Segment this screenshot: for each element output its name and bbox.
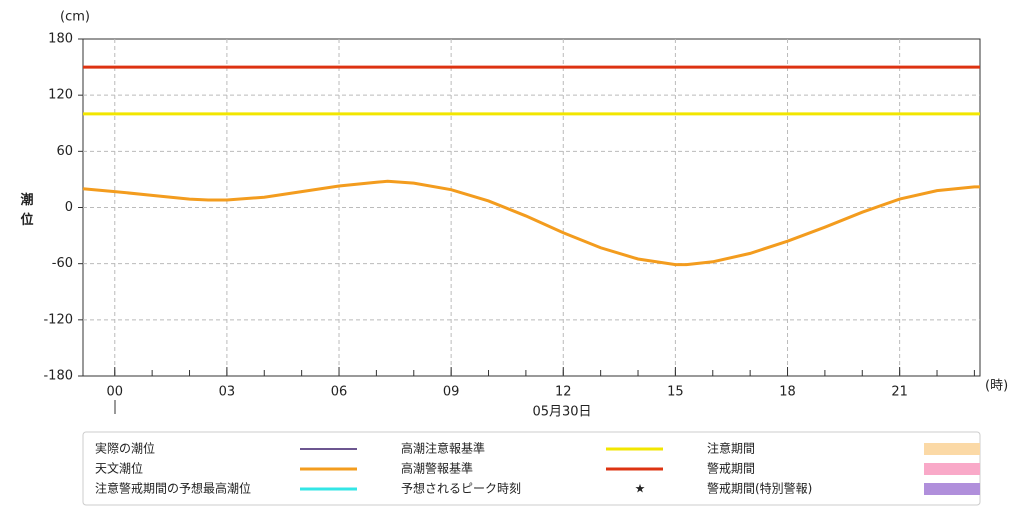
legend-swatch — [924, 443, 980, 455]
y-tick-label: -60 — [52, 256, 73, 271]
x-tick-label: 00 — [106, 385, 123, 400]
y-tick-label: 60 — [56, 144, 73, 159]
legend-label: 実際の潮位 — [95, 441, 155, 456]
legend-label: 天文潮位 — [95, 461, 143, 476]
date-label: 05月30日 — [532, 405, 591, 420]
legend-label: 予想されるピーク時刻 — [401, 481, 521, 496]
x-tick-label: 15 — [667, 385, 684, 400]
legend-label: 高潮注意報基準 — [401, 441, 485, 456]
legend-swatch — [924, 483, 980, 495]
legend-swatch: ★ — [635, 482, 646, 496]
legend-label: 警戒期間 — [707, 461, 755, 476]
legend-label: 注意期間 — [707, 441, 755, 456]
series-line — [82, 179, 980, 267]
legend-label: 警戒期間(特別警報) — [707, 481, 812, 496]
y-tick-label: -180 — [43, 369, 73, 384]
x-tick-label: 06 — [331, 385, 348, 400]
y-unit: (cm) — [60, 10, 90, 25]
x-tick-label: 09 — [443, 385, 460, 400]
x-unit: (時) — [985, 379, 1008, 394]
legend-swatch — [924, 463, 980, 475]
x-tick-label: 12 — [555, 385, 572, 400]
x-tick-label: 18 — [779, 385, 796, 400]
legend-label: 高潮警報基準 — [401, 461, 473, 476]
x-tick-label: 21 — [891, 385, 908, 400]
y-tick-label: 120 — [48, 88, 73, 103]
y-tick-label: 0 — [65, 200, 73, 215]
x-tick-label: 03 — [219, 385, 236, 400]
y-tick-label: -120 — [43, 312, 73, 327]
legend-label: 注意警戒期間の予想最高潮位 — [95, 481, 251, 496]
y-tick-label: 180 — [48, 32, 73, 47]
y-label: 潮位 — [20, 192, 33, 228]
